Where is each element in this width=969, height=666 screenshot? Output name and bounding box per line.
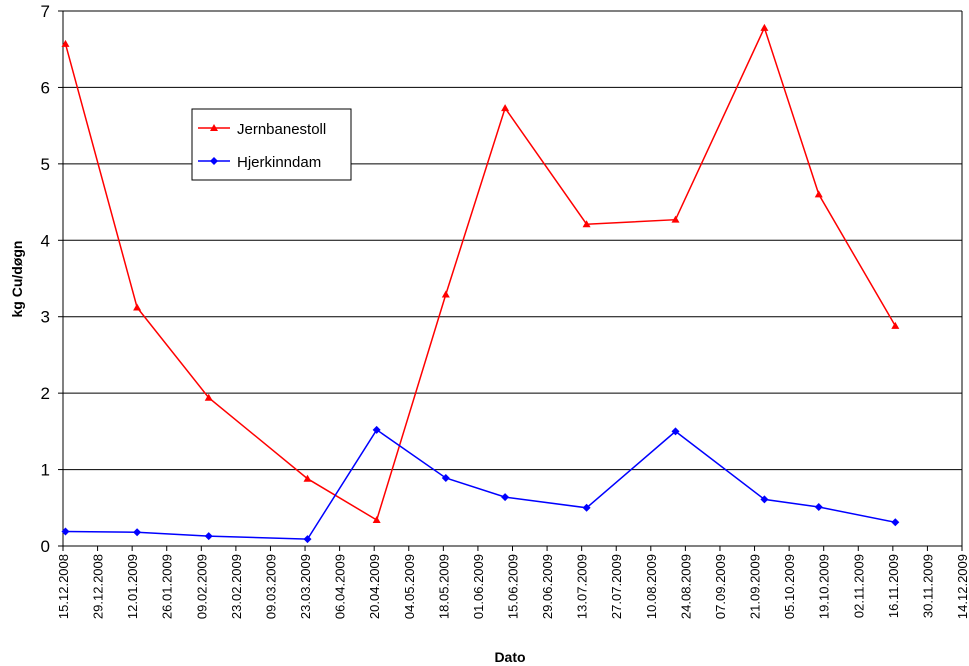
data-point-hjerkinndam — [204, 532, 213, 541]
x-axis-title: Dato — [494, 649, 525, 665]
data-point-hjerkinndam — [133, 528, 142, 537]
x-tick-label: 05.10.2009 — [782, 554, 797, 619]
x-tick-label: 15.06.2009 — [506, 554, 521, 619]
x-tick-label: 10.08.2009 — [644, 554, 659, 619]
x-tick-label: 26.01.2009 — [160, 554, 175, 619]
data-point-hjerkinndam — [582, 503, 591, 512]
y-tick-label: 3 — [41, 308, 50, 327]
data-point-hjerkinndam — [891, 518, 900, 527]
data-point-jernbanestoll — [760, 23, 769, 31]
x-tick-label: 19.10.2009 — [817, 554, 832, 619]
x-tick-label: 04.05.2009 — [402, 554, 417, 619]
y-tick-label: 7 — [41, 2, 50, 21]
data-point-jernbanestoll — [891, 321, 900, 329]
x-tick-label: 18.05.2009 — [436, 554, 451, 619]
x-tick-label: 13.07.2009 — [575, 554, 590, 619]
x-tick-label: 01.06.2009 — [471, 554, 486, 619]
series-hjerkinndam — [61, 425, 900, 544]
legend: Jernbanestoll Hjerkinndam — [191, 108, 352, 181]
data-point-jernbanestoll — [61, 39, 70, 47]
data-point-hjerkinndam — [372, 425, 381, 434]
data-point-jernbanestoll — [582, 220, 591, 228]
grid-lines — [63, 10, 962, 471]
y-tick-label: 2 — [41, 384, 50, 403]
data-point-jernbanestoll — [372, 516, 381, 524]
x-tick-label: 09.03.2009 — [263, 554, 278, 619]
x-tick-label: 07.09.2009 — [713, 554, 728, 619]
series-jernbanestoll — [61, 23, 900, 524]
series-layer — [61, 23, 900, 544]
y-axis-ticks: 0 1 2 3 4 5 6 7 — [41, 2, 63, 556]
data-point-hjerkinndam — [814, 503, 823, 512]
y-tick-label: 1 — [41, 461, 50, 480]
data-point-jernbanestoll — [133, 303, 142, 311]
y-axis-title: kg Cu/døgn — [9, 241, 25, 318]
data-point-hjerkinndam — [501, 493, 510, 502]
legend-marker-hjerkinndam — [210, 157, 218, 165]
data-point-jernbanestoll — [501, 104, 510, 112]
y-tick-label: 0 — [41, 537, 50, 556]
x-tick-label: 06.04.2009 — [333, 554, 348, 619]
x-tick-label: 24.08.2009 — [678, 554, 693, 619]
legend-box — [191, 108, 352, 181]
data-point-hjerkinndam — [61, 527, 70, 536]
x-tick-label: 27.07.2009 — [609, 554, 624, 619]
legend-label-jernbanestoll: Jernbanestoll — [237, 121, 326, 138]
y-tick-label: 6 — [41, 78, 50, 97]
data-point-hjerkinndam — [760, 495, 769, 504]
legend-label-hjerkinndam: Hjerkinndam — [237, 154, 321, 171]
x-tick-label: 30.11.2009 — [920, 554, 935, 618]
data-point-jernbanestoll — [441, 290, 450, 298]
series-line-jernbanestoll — [64, 25, 896, 522]
axes — [62, 10, 963, 547]
data-point-hjerkinndam — [671, 427, 680, 436]
data-point-jernbanestoll — [204, 393, 213, 401]
data-point-jernbanestoll — [814, 190, 823, 198]
x-tick-label: 12.01.2009 — [125, 554, 140, 619]
x-tick-label: 14.12.2009 — [955, 554, 969, 619]
x-tick-label: 16.11.2009 — [886, 554, 901, 618]
y-tick-label: 4 — [41, 231, 50, 250]
series-line-hjerkinndam — [65, 428, 896, 540]
x-tick-label: 09.02.2009 — [194, 554, 209, 619]
legend-marker-jernbanestoll — [210, 124, 218, 131]
x-tick-label: 29.06.2009 — [540, 554, 555, 619]
x-tick-label: 15.12.2008 — [56, 554, 71, 619]
x-tick-label: 29.12.2008 — [91, 554, 106, 619]
data-point-jernbanestoll — [671, 215, 680, 223]
data-point-hjerkinndam — [303, 535, 312, 544]
data-point-hjerkinndam — [441, 473, 450, 482]
x-tick-label: 21.09.2009 — [748, 554, 763, 619]
x-tick-label: 23.02.2009 — [229, 554, 244, 619]
x-tick-label: 02.11.2009 — [851, 554, 866, 618]
x-axis-ticks: 15.12.2008 29.12.2008 12.01.2009 26.01.2009… — [56, 546, 969, 619]
y-tick-label: 5 — [41, 155, 50, 174]
data-point-jernbanestoll — [303, 474, 312, 482]
x-tick-label: 20.04.2009 — [367, 554, 382, 619]
x-tick-label: 23.03.2009 — [298, 554, 313, 619]
